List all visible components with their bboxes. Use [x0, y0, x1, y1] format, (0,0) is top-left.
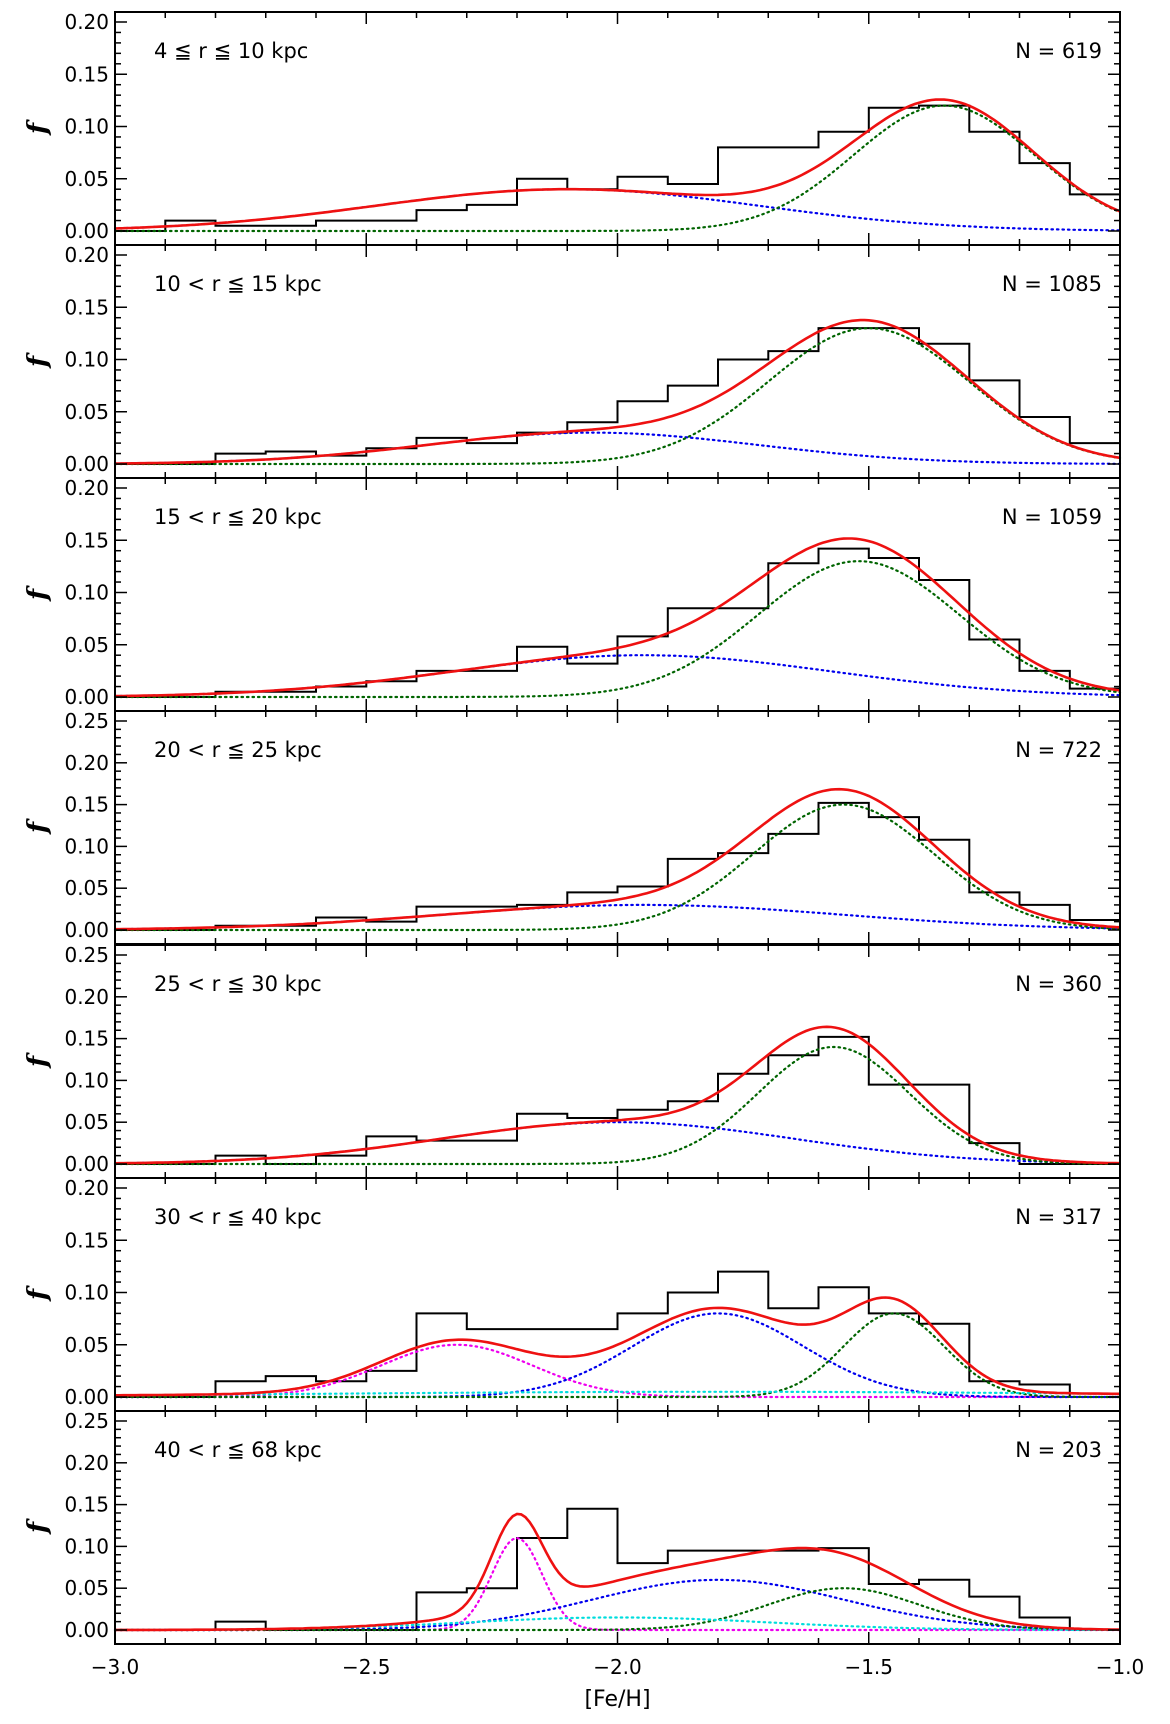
panel-2: 0.00 0.05 0.10 0.15 0.20 f 10 < r ≦ 15 kpc N = …	[23, 243, 1122, 479]
total-fit-curve	[114, 1512, 1120, 1632]
histogram	[115, 327, 1121, 465]
y-tick-label: 0.15	[64, 1228, 109, 1252]
panel-5: 0.00 0.05 0.10 0.15 0.20 0.25 f 25 < r ≦ 30 kpc…	[23, 943, 1122, 1179]
component-curve-metal_rich	[113, 104, 1122, 233]
component-curve-metal_rich	[113, 1045, 1122, 1166]
y-tick-label: 0.00	[64, 1385, 109, 1409]
y-axis-label: f	[23, 818, 53, 835]
radius-range-label: 10 < r ≦ 15 kpc	[154, 272, 322, 296]
y-tick-label: 0.10	[64, 581, 109, 605]
histogram	[115, 1270, 1120, 1398]
y-tick-label: 0.20	[64, 243, 109, 267]
y-tick-label: 0.00	[64, 219, 109, 243]
y-tick-label: 0.10	[64, 1281, 109, 1305]
y-tick-label: 0.15	[64, 793, 109, 817]
y-tick-label: 0.00	[64, 918, 109, 942]
y-tick-label: 0.25	[64, 709, 109, 733]
panel-6: 0.00 0.05 0.10 0.15 0.20 f 30 < r ≦ 40 kpc N = …	[23, 1176, 1122, 1412]
star-count-label: N = 722	[1015, 738, 1102, 762]
histogram	[115, 801, 1121, 931]
component-curve-metal_rich	[113, 1312, 1122, 1399]
y-tick-label: 0.05	[64, 876, 109, 900]
x-axis-label: [Fe/H]	[584, 1687, 650, 1712]
radius-range-label: 30 < r ≦ 40 kpc	[154, 1205, 322, 1229]
radius-range-label: 40 < r ≦ 68 kpc	[154, 1438, 322, 1462]
y-axis-label: f	[23, 1518, 53, 1535]
y-tick-label: 0.15	[64, 1027, 109, 1051]
y-tick-label: 0.10	[64, 834, 109, 858]
component-curve-metal_poor	[113, 1121, 1122, 1165]
component-curve-comp4	[113, 1390, 1122, 1397]
total-fit-curve	[114, 537, 1121, 698]
y-tick-label: 0.05	[64, 1333, 109, 1357]
y-tick-label: 0.10	[64, 348, 109, 372]
component-curve-metal_rich	[113, 803, 1122, 932]
histogram	[115, 104, 1121, 232]
histogram	[115, 1035, 1120, 1165]
y-axis-label: f	[23, 352, 53, 369]
star-count-label: N = 619	[1015, 39, 1102, 63]
y-tick-label: 0.00	[64, 685, 109, 709]
radius-range-label: 15 < r ≦ 20 kpc	[154, 505, 322, 529]
y-tick-label: 0.10	[64, 1068, 109, 1092]
y-tick-label: 0.15	[64, 295, 109, 319]
y-tick-label: 0.20	[64, 476, 109, 500]
panel-1: 0.00 0.05 0.10 0.15 0.20 f 4 ≦ r ≦ 10 kpc N = 6…	[23, 10, 1122, 246]
x-tick-label: −2.5	[342, 1655, 391, 1679]
panel-4: 0.00 0.05 0.10 0.15 0.20 0.25 f 20 < r ≦ 25 kpc…	[23, 709, 1122, 945]
total-fit-curve	[115, 318, 1121, 465]
panel-3: 0.00 0.05 0.10 0.15 0.20 f 15 < r ≦ 20 kpc N = …	[23, 476, 1122, 712]
component-curve-metal_poor	[113, 188, 1122, 232]
y-tick-label: 0.00	[64, 452, 109, 476]
panel-7: 0.00 0.05 0.10 0.15 0.20 0.25 f 40 < r ≦ 68 kpc…	[23, 1409, 1122, 1645]
total-fit-curve	[114, 98, 1121, 230]
y-tick-label: 0.15	[64, 528, 109, 552]
radius-range-label: 4 ≦ r ≦ 10 kpc	[154, 39, 308, 63]
y-tick-label: 0.25	[64, 1409, 109, 1433]
y-tick-label: 0.05	[64, 167, 109, 191]
y-tick-label: 0.15	[64, 1493, 109, 1517]
y-tick-label: 0.05	[64, 633, 109, 657]
y-tick-label: 0.00	[64, 1152, 109, 1176]
y-tick-label: 0.15	[64, 62, 109, 86]
y-axis-label: f	[23, 1052, 53, 1069]
component-curve-metal_rich	[113, 560, 1122, 699]
y-tick-label: 0.10	[64, 1534, 109, 1558]
y-tick-label: 0.25	[64, 943, 109, 967]
radius-range-label: 25 < r ≦ 30 kpc	[154, 972, 322, 996]
y-tick-label: 0.05	[64, 400, 109, 424]
star-count-label: N = 1085	[1002, 272, 1102, 296]
star-count-label: N = 203	[1015, 1438, 1102, 1462]
star-count-label: N = 317	[1015, 1205, 1102, 1229]
y-tick-label: 0.10	[64, 115, 109, 139]
y-tick-label: 0.05	[64, 1576, 109, 1600]
x-tick-label: −1.0	[1096, 1655, 1145, 1679]
y-tick-label: 0.20	[64, 985, 109, 1009]
total-fit-curve	[114, 1025, 1121, 1165]
y-tick-label: 0.05	[64, 1110, 109, 1134]
y-tick-label: 0.20	[64, 10, 109, 34]
y-tick-label: 0.00	[64, 1618, 109, 1642]
radius-range-label: 20 < r ≦ 25 kpc	[154, 738, 322, 762]
star-count-label: N = 1059	[1002, 505, 1102, 529]
y-axis-label: f	[23, 585, 53, 602]
histogram	[115, 1507, 1120, 1631]
x-tick-label: −2.0	[593, 1655, 642, 1679]
component-curve-metal_poor	[113, 654, 1122, 698]
y-tick-label: 0.20	[64, 751, 109, 775]
y-axis-label: f	[23, 119, 53, 136]
star-count-label: N = 360	[1015, 972, 1102, 996]
component-curve-metal_rich	[113, 326, 1122, 466]
total-fit-curve	[115, 787, 1121, 931]
x-tick-label: −1.5	[844, 1655, 893, 1679]
y-axis-label: f	[23, 1285, 53, 1302]
x-tick-label: −3.0	[91, 1655, 140, 1679]
y-tick-label: 0.20	[64, 1451, 109, 1475]
total-fit-curve	[115, 1296, 1120, 1397]
y-tick-label: 0.20	[64, 1176, 109, 1200]
